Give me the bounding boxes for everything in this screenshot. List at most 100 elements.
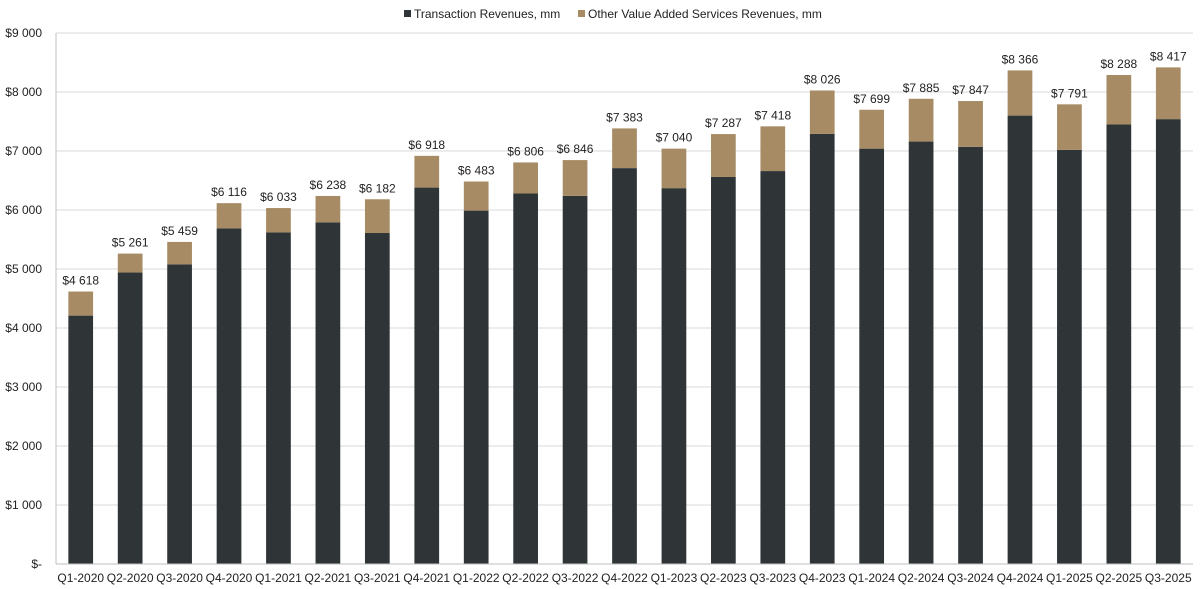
bar-other-services [167,241,192,265]
y-tick-label: $9 000 [5,26,42,40]
bar-transaction [68,315,94,564]
bar-transaction [117,272,143,564]
y-axis: $- $1 000 $2 000 $3 000 $4 000 $5 000 $6 000 $7… [5,26,57,571]
bar-other-services [809,90,835,134]
bars [68,67,1181,565]
total-data-label: $7 847 [952,83,989,97]
bar-transaction [859,148,885,564]
y-tick-label: $6 000 [5,203,42,217]
bar-transaction [711,176,736,564]
x-tick-label: Q2-2023 [700,571,747,585]
x-tick-label: Q3-2022 [552,571,599,585]
bar-other-services [117,253,143,273]
x-tick-label: Q1-2024 [848,571,895,585]
bar-transaction [414,187,440,564]
bar-transaction [364,233,390,564]
bar-transaction [266,232,291,565]
total-data-label: $6 918 [408,138,445,152]
x-tick-label: Q2-2021 [305,571,352,585]
legend-swatch-other-services [578,10,585,17]
bar-other-services [414,155,440,188]
bar-other-services [216,203,242,229]
total-data-label: $7 699 [853,92,890,106]
bar-other-services [1155,67,1181,120]
x-tick-label: Q4-2020 [206,571,253,585]
total-data-label: $8 366 [1002,52,1039,66]
data-labels: $4 618 $5 261 $5 459 $6 116 $6 033 $6 238 $6 1… [62,49,1187,287]
bar-other-services [562,160,588,196]
bar-other-services [513,162,538,194]
x-tick-label: Q3-2020 [156,571,203,585]
total-data-label: $8 026 [804,72,841,86]
total-data-label: $7 791 [1051,86,1088,100]
x-tick-label: Q1-2023 [651,571,698,585]
total-data-label: $7 287 [705,116,742,130]
x-tick-label: Q2-2022 [502,571,549,585]
bar-other-services [1007,70,1033,116]
x-tick-label: Q1-2022 [453,571,500,585]
x-tick-label: Q1-2025 [1046,571,1093,585]
total-data-label: $6 238 [310,178,347,192]
total-data-label: $6 182 [359,181,396,195]
bar-other-services [661,148,687,189]
total-data-label: $7 418 [754,108,791,122]
bar-transaction [1106,124,1132,564]
bar-transaction [562,195,588,564]
total-data-label: $8 417 [1150,49,1187,63]
x-tick-label: Q3-2023 [749,571,796,585]
bar-transaction [167,264,192,564]
x-tick-label: Q4-2023 [799,571,846,585]
bar-other-services [1106,75,1132,125]
bar-other-services [68,291,94,316]
total-data-label: $6 483 [458,164,495,178]
x-tick-label: Q3-2021 [354,571,401,585]
legend-label: Other Value Added Services Revenues, mm [588,7,822,21]
x-tick-label: Q3-2025 [1145,571,1192,585]
bar-other-services [908,98,934,142]
legend-swatch-transaction [404,10,411,17]
total-data-label: $7 040 [656,131,693,145]
bar-transaction [463,210,489,564]
bar-other-services [859,109,885,149]
y-tick-label: $3 000 [5,380,42,394]
bar-other-services [612,128,637,169]
bar-other-services [463,181,489,211]
bar-transaction [216,228,242,565]
x-tick-label: Q3-2024 [947,571,994,585]
x-tick-label: Q4-2022 [601,571,648,585]
x-axis: Q1-2020 Q2-2020 Q3-2020 Q4-2020 Q1-2021 Q2-20… [56,563,1193,585]
bar-other-services [760,126,786,172]
x-tick-label: Q2-2025 [1095,571,1142,585]
bar-transaction [760,171,786,564]
total-data-label: $6 806 [507,144,544,158]
y-tick-label: $1 000 [5,498,42,512]
bar-other-services [315,195,341,223]
x-tick-label: Q4-2024 [997,571,1044,585]
y-tick-label: $- [31,557,42,571]
y-tick-label: $8 000 [5,85,42,99]
total-data-label: $7 885 [903,81,940,95]
total-data-label: $4 618 [62,274,99,288]
y-tick-label: $7 000 [5,144,42,158]
x-tick-label: Q2-2020 [107,571,154,585]
total-data-label: $6 846 [557,142,594,156]
bar-transaction [958,146,983,564]
x-tick-label: Q4-2021 [403,571,450,585]
x-tick-label: Q1-2020 [57,571,104,585]
bar-transaction [612,168,637,565]
x-tick-label: Q2-2024 [898,571,945,585]
bar-transaction [661,188,687,565]
legend: Transaction Revenues, mm Other Value Adde… [404,7,822,21]
total-data-label: $5 261 [112,236,149,250]
y-tick-label: $2 000 [5,439,42,453]
bar-other-services [711,134,736,177]
bar-transaction [1155,119,1181,564]
total-data-label: $7 383 [606,110,643,124]
bar-other-services [266,208,291,233]
bar-transaction [1007,115,1033,564]
x-tick-label: Q1-2021 [255,571,302,585]
bar-transaction [908,141,934,564]
total-data-label: $6 116 [211,185,247,199]
